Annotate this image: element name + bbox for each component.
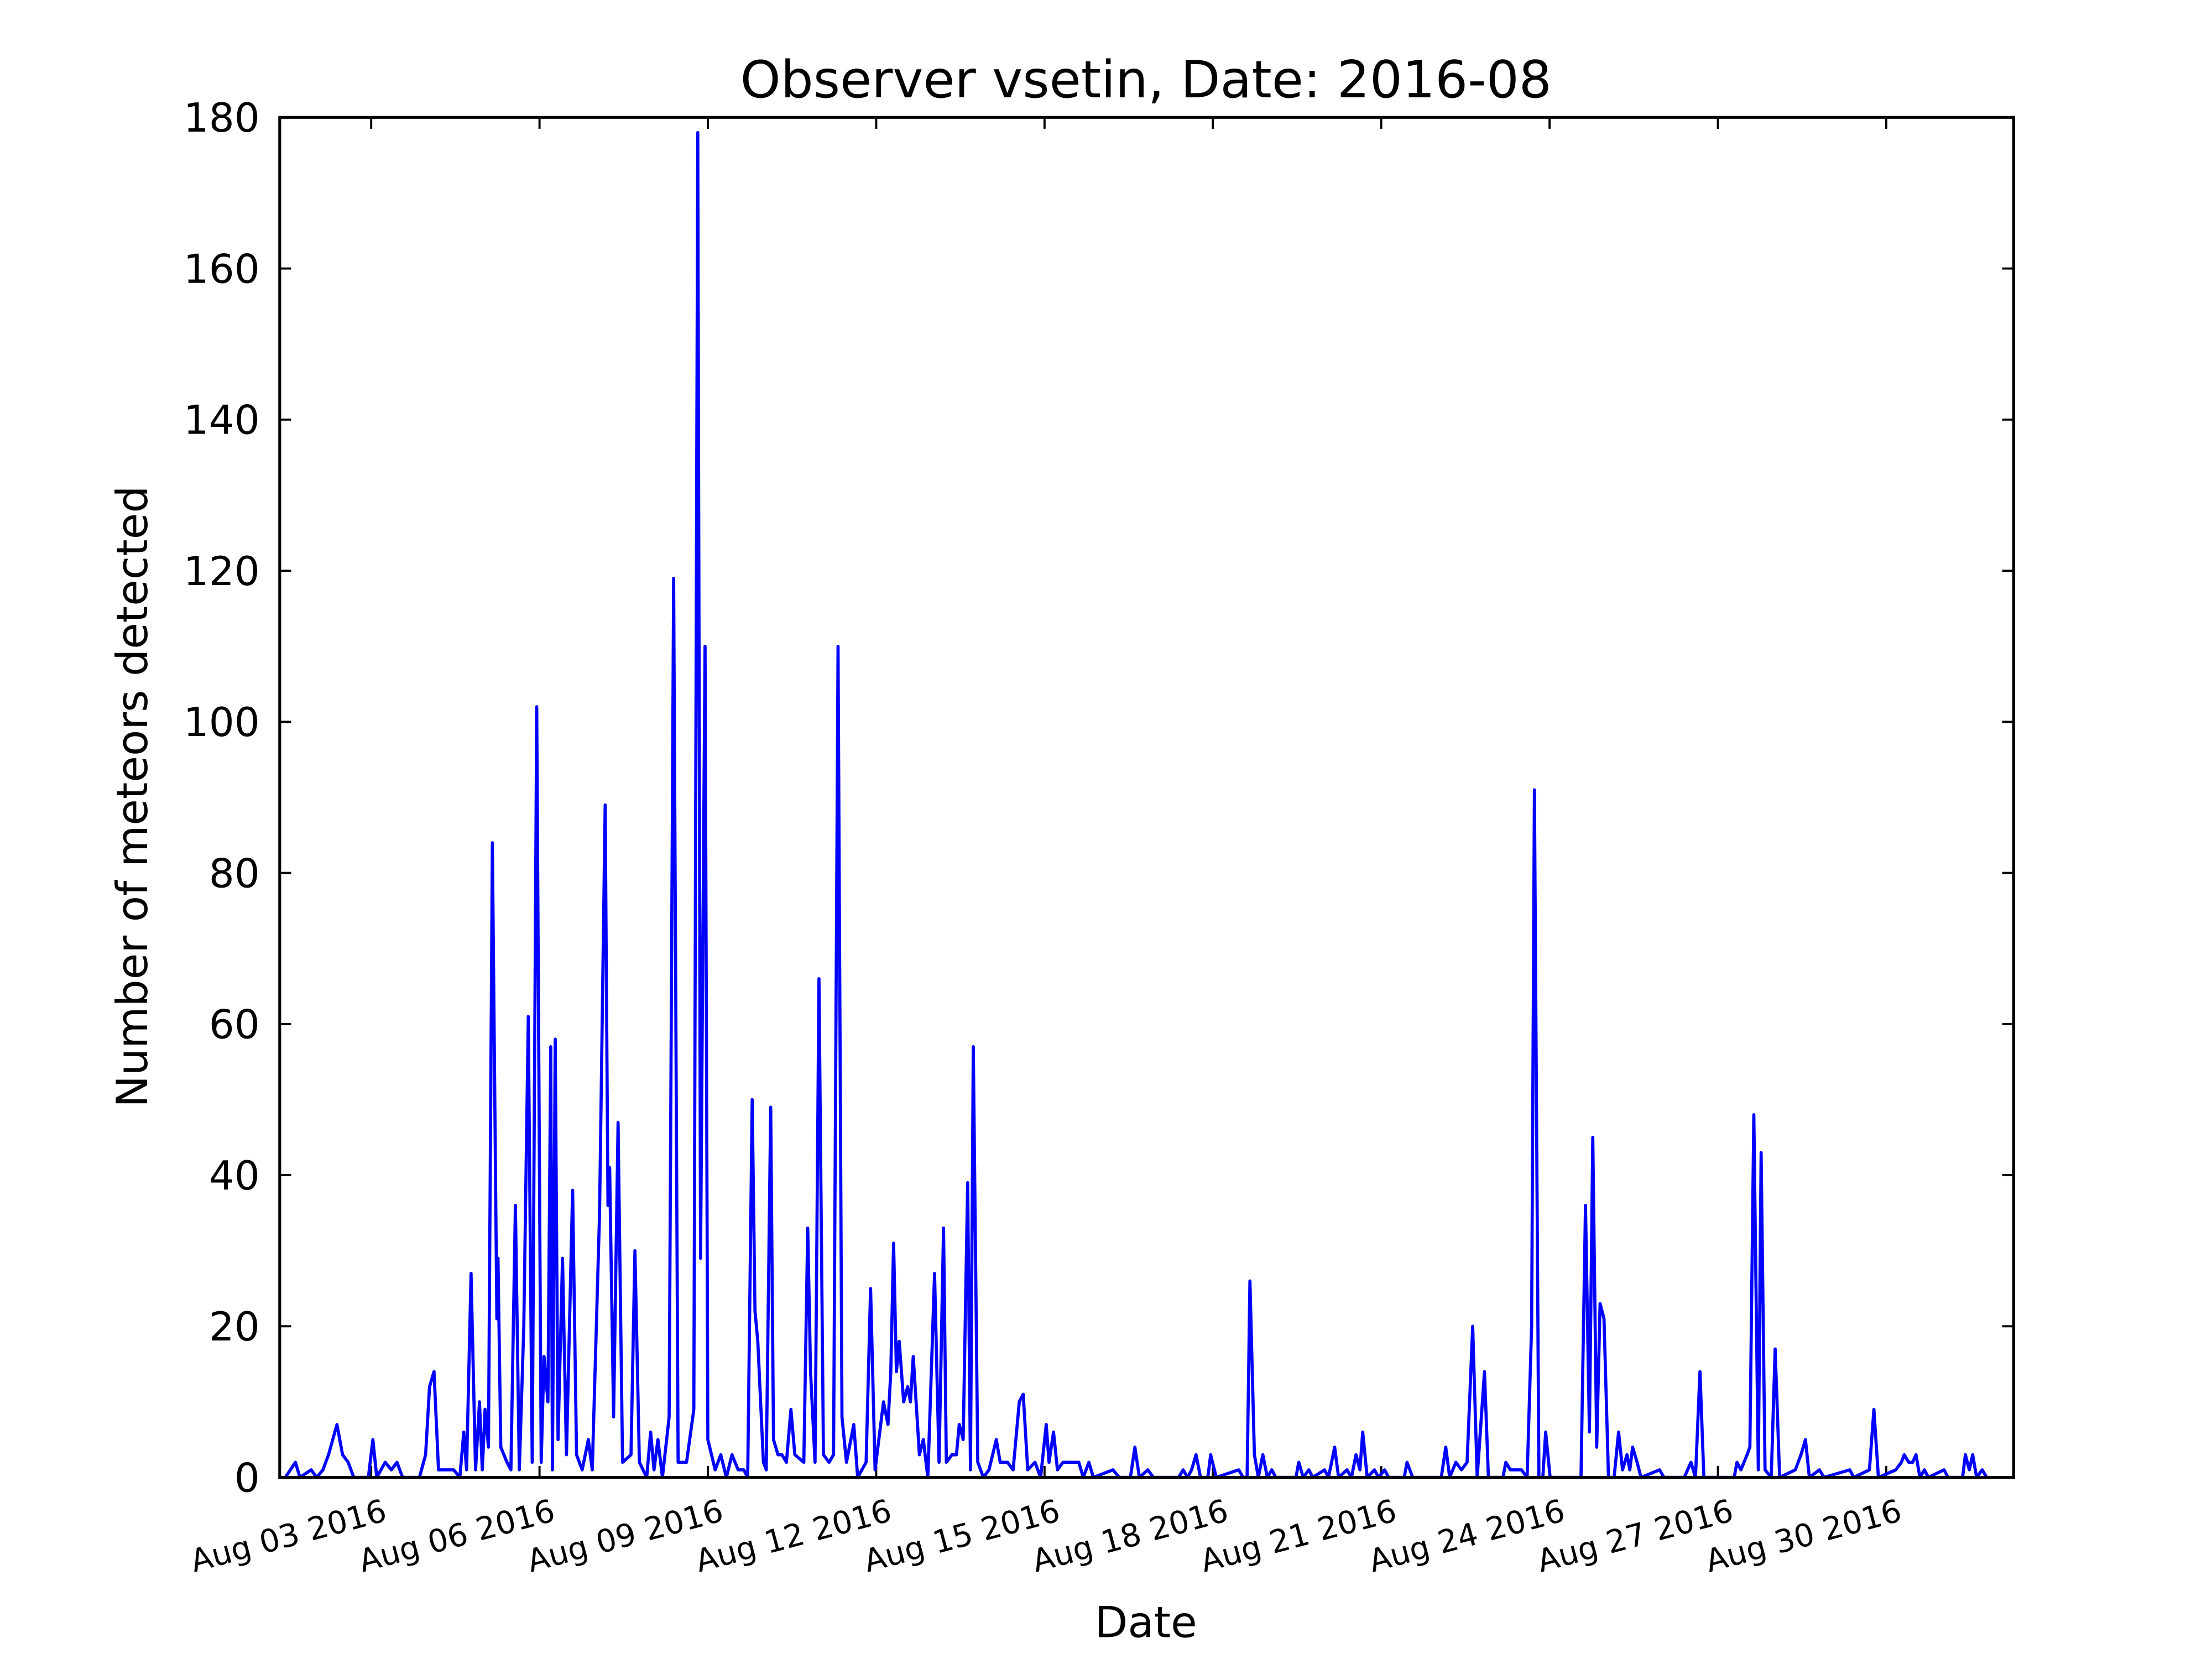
y-tick-label: 80	[209, 851, 260, 897]
x-axis-label: Date	[1095, 1598, 1197, 1648]
y-tick-label: 140	[184, 398, 260, 444]
y-tick-label: 100	[184, 700, 260, 746]
y-axis-label: Number of meteors detected	[108, 486, 158, 1108]
y-tick-label: 120	[184, 549, 260, 595]
y-tick-label: 180	[184, 95, 260, 142]
y-tick-label: 60	[209, 1002, 260, 1048]
y-tick-label: 160	[184, 246, 260, 293]
y-tick-label: 0	[234, 1455, 260, 1501]
data-line	[284, 131, 1989, 1479]
y-tick-label: 40	[209, 1153, 260, 1199]
plot-frame	[278, 116, 2015, 1479]
y-tick-label: 20	[209, 1304, 260, 1350]
chart-title: Observer vsetin, Date: 2016-08	[740, 50, 1552, 109]
